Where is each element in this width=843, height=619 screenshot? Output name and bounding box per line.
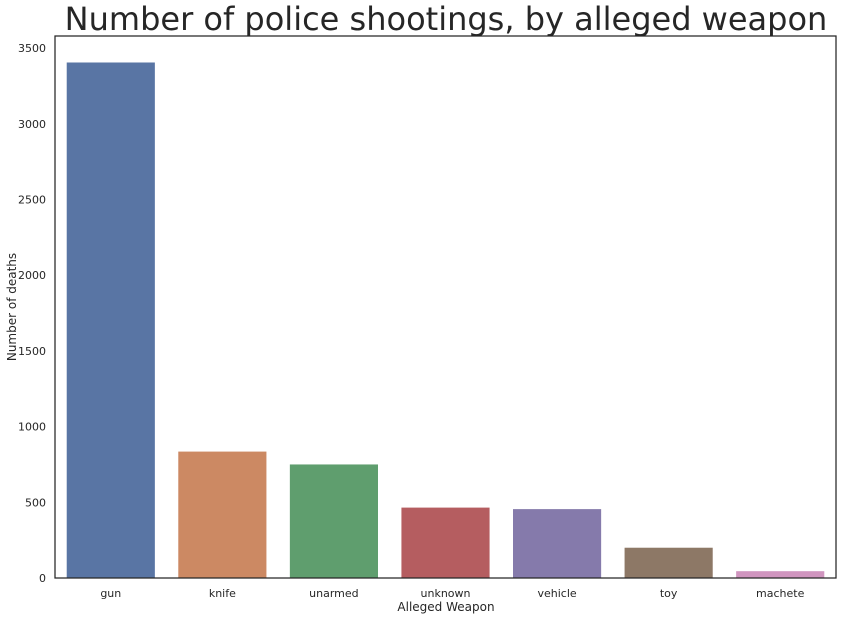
x-tick-label: toy bbox=[660, 587, 678, 600]
bar-toy bbox=[624, 547, 713, 578]
chart-title: Number of police shootings, by alleged w… bbox=[65, 0, 828, 38]
x-axis-ticks: gun knife unarmed unknown vehicle toy machete bbox=[100, 587, 804, 600]
bar-gun bbox=[66, 62, 155, 579]
x-tick-label: gun bbox=[100, 587, 121, 600]
bar-vehicle bbox=[513, 509, 602, 578]
y-tick-label: 2000 bbox=[18, 269, 46, 282]
bars bbox=[66, 62, 825, 579]
y-tick-label: 1000 bbox=[18, 421, 46, 434]
y-tick-label: 1500 bbox=[18, 345, 46, 358]
bar-unarmed bbox=[289, 464, 378, 578]
y-tick-label: 0 bbox=[39, 572, 46, 585]
x-tick-label: vehicle bbox=[537, 587, 576, 600]
x-tick-label: unarmed bbox=[309, 587, 358, 600]
y-tick-label: 3500 bbox=[18, 42, 46, 55]
x-tick-label: unknown bbox=[421, 587, 471, 600]
bar-unknown bbox=[401, 507, 490, 578]
bar-machete bbox=[736, 571, 825, 578]
x-tick-label: knife bbox=[209, 587, 236, 600]
plot-frame bbox=[54, 35, 837, 579]
y-tick-label: 3000 bbox=[18, 118, 46, 131]
y-axis-ticks: 0 500 1000 1500 2000 2500 3000 3500 bbox=[18, 42, 46, 585]
x-tick-label: machete bbox=[756, 587, 805, 600]
y-axis-label: Number of deaths bbox=[5, 253, 19, 361]
x-axis-label: Alleged Weapon bbox=[397, 600, 494, 614]
bar-knife bbox=[178, 451, 267, 578]
y-tick-label: 2500 bbox=[18, 194, 46, 207]
y-tick-label: 500 bbox=[25, 496, 46, 509]
